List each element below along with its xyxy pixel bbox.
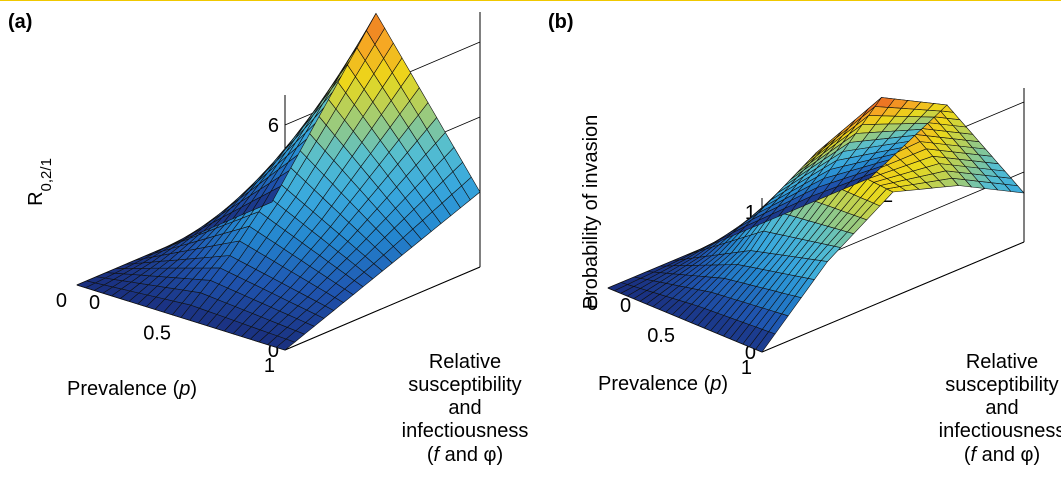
y-tick-label: 0 xyxy=(89,292,100,314)
panel-a-surface xyxy=(76,12,481,351)
panel-a: 024600.5100.511.52 (a) R0,2/1 Prevalence… xyxy=(8,11,528,466)
x-axis-label-a: Prevalence (p) xyxy=(67,378,197,400)
x-tick-label: 1 xyxy=(741,357,752,379)
z-axis-label-b: Probability of invasion xyxy=(580,115,602,310)
y-tick-label: 0 xyxy=(620,295,631,317)
x-tick-label: 0 xyxy=(56,290,67,312)
svg-text:susceptibility: susceptibility xyxy=(945,374,1058,396)
y-axis-label-a: Relative susceptibility and infectiousne… xyxy=(402,351,529,466)
panel-label-b: (b) xyxy=(548,11,574,33)
svg-text:infectiousness: infectiousness xyxy=(402,420,529,442)
x-tick-label: 0 xyxy=(587,293,598,315)
panel-b-surface xyxy=(607,97,1025,353)
y-axis-label-b: Relative susceptibility and infectiousne… xyxy=(939,351,1061,466)
x-tick-label: 1 xyxy=(264,355,275,377)
x-axis-label-b: Prevalence (p) xyxy=(598,373,728,395)
svg-text:infectiousness: infectiousness xyxy=(939,420,1061,442)
svg-text:susceptibility: susceptibility xyxy=(408,374,521,396)
z-gridline xyxy=(284,266,481,351)
z-axis-label-a: R0,2/1 xyxy=(25,158,55,206)
svg-text:Relative: Relative xyxy=(966,351,1038,373)
panel-a-labels: (a) R0,2/1 Prevalence (p) Relative susce… xyxy=(8,11,528,466)
surface-patch xyxy=(856,171,877,184)
svg-text:Relative: Relative xyxy=(429,351,501,373)
z-tick-label: 1 xyxy=(745,202,756,224)
z-tick-label: 0 xyxy=(745,342,756,364)
panel-b: 00.5100.5100.511.52 (b) Probability of i… xyxy=(548,11,1061,466)
panel-label-a: (a) xyxy=(8,11,32,33)
svg-text:and: and xyxy=(985,397,1018,419)
svg-text:(f and φ): (f and φ) xyxy=(964,444,1040,466)
svg-text:and: and xyxy=(448,397,481,419)
surface-patch xyxy=(261,185,282,207)
x-tick-label: 0.5 xyxy=(143,323,171,345)
z-tick-label: 6 xyxy=(268,115,279,137)
z-gridline xyxy=(761,241,1025,353)
x-tick-label: 0.5 xyxy=(647,325,675,347)
svg-text:(f and φ): (f and φ) xyxy=(427,444,503,466)
panel-b-labels: (b) Probability of invasion Prevalence (… xyxy=(548,11,1061,466)
z-tick-label: 0 xyxy=(268,340,279,362)
